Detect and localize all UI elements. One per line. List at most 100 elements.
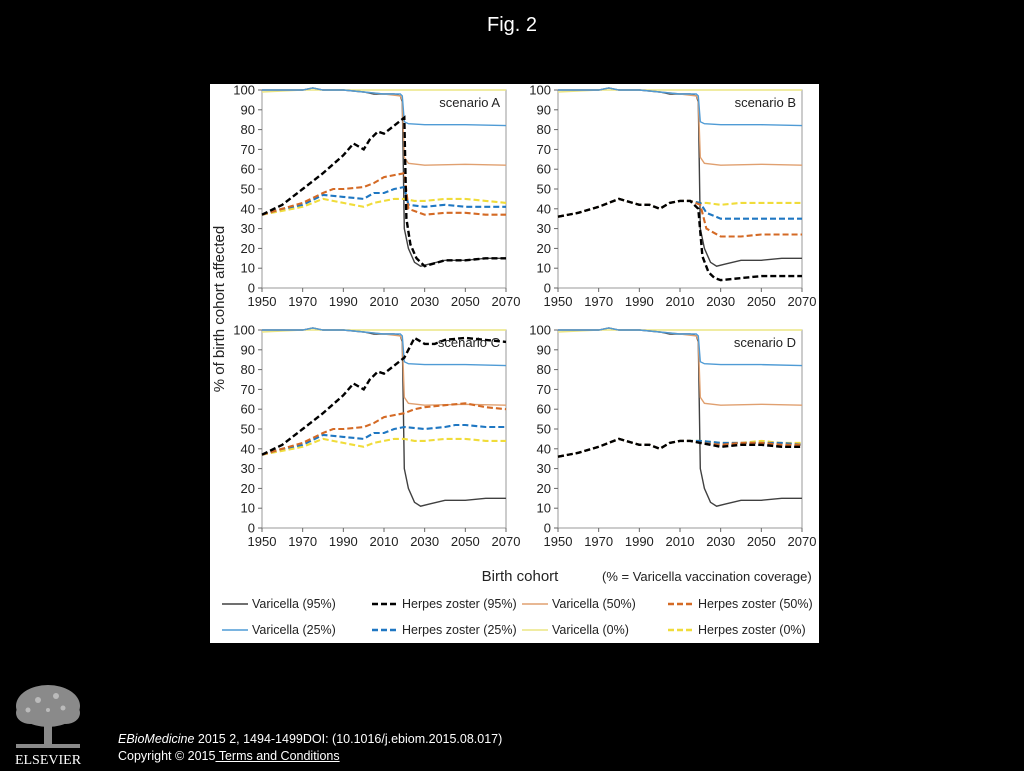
x-tick-label: 2030 [410, 294, 439, 309]
x-tick-label: 1990 [625, 534, 654, 549]
elsevier-logo: ELSEVIER [8, 680, 88, 768]
copyright-line: Copyright © 2015 Terms and Conditions [118, 748, 502, 765]
legend-label: Herpes zoster (0%) [698, 623, 806, 637]
y-tick-label: 20 [537, 241, 551, 256]
y-tick-label: 80 [241, 362, 255, 377]
legend-label: Varicella (95%) [252, 597, 336, 611]
series-hz95 [557, 197, 802, 282]
terms-link[interactable]: Terms and Conditions [215, 749, 340, 763]
series-v25 [262, 327, 507, 367]
panel-label: scenario C [438, 335, 500, 350]
x-tick-label: 2070 [788, 294, 817, 309]
y-tick-label: 50 [241, 422, 255, 437]
y-tick-label: 50 [537, 182, 551, 197]
series-hz95 [261, 336, 507, 456]
plot-area [261, 89, 507, 289]
y-tick-label: 40 [537, 441, 551, 456]
x-axis-label: Birth cohort [482, 568, 560, 585]
panel-2 [554, 87, 803, 292]
series-hz50 [261, 171, 506, 216]
panel-4 [554, 327, 803, 532]
x-tick-label: 1950 [544, 534, 573, 549]
x-tick-label: 1950 [248, 534, 277, 549]
panel-label: scenario A [439, 95, 500, 110]
y-tick-label: 60 [537, 162, 551, 177]
y-tick-label: 100 [529, 323, 551, 338]
y-tick-label: 70 [241, 142, 255, 157]
chart-svg: % of birth cohort affected 01020304050607… [211, 84, 817, 637]
series-hz0 [261, 437, 506, 456]
series-v25 [558, 87, 803, 127]
x-tick-label: 2050 [451, 534, 480, 549]
panel-3 [258, 327, 507, 532]
x-tick-label: 2070 [492, 294, 521, 309]
y-tick-label: 70 [241, 382, 255, 397]
x-tick-label: 1970 [288, 294, 317, 309]
y-tick-label: 40 [241, 441, 255, 456]
x-tick-label: 2050 [747, 534, 776, 549]
series-hz0 [261, 197, 507, 216]
y-axis-label: % of birth cohort affected [211, 226, 228, 393]
x-tick-label: 2010 [370, 294, 399, 309]
x-tick-label: 2050 [747, 294, 776, 309]
y-tick-label: 20 [537, 481, 551, 496]
x-tick-label: 1990 [329, 534, 358, 549]
x-tick-label: 1970 [288, 534, 317, 549]
y-tick-label: 20 [241, 481, 255, 496]
y-tick-label: 60 [241, 402, 255, 417]
y-tick-label: 10 [241, 261, 255, 276]
y-tick-label: 0 [544, 521, 551, 536]
journal-name: EBioMedicine [118, 732, 195, 746]
panel-1 [258, 87, 507, 292]
x-tick-label: 1970 [584, 294, 613, 309]
x-tick-label: 2030 [706, 294, 735, 309]
series-v25 [558, 327, 803, 367]
panel-label: scenario D [734, 335, 796, 350]
citation-line: EBioMedicine 2015 2, 1494-1499DOI: (10.1… [118, 731, 502, 748]
y-tick-label: 100 [233, 323, 255, 338]
x-tick-label: 2070 [788, 534, 817, 549]
plot-area [557, 329, 803, 529]
x-tick-label: 2030 [410, 534, 439, 549]
y-tick-label: 40 [537, 201, 551, 216]
y-tick-label: 70 [537, 382, 551, 397]
citation-block: EBioMedicine 2015 2, 1494-1499DOI: (10.1… [118, 731, 502, 765]
x-tick-label: 1970 [584, 534, 613, 549]
legend-label: Herpes zoster (25%) [402, 623, 517, 637]
y-tick-label: 0 [248, 281, 255, 296]
figure-title: Fig. 2 [486, 14, 538, 36]
x-tick-label: 2070 [492, 534, 521, 549]
x-tick-label: 2030 [706, 534, 735, 549]
y-tick-label: 30 [537, 461, 551, 476]
plot-area [557, 89, 803, 289]
y-tick-label: 50 [537, 422, 551, 437]
y-tick-label: 30 [241, 221, 255, 236]
y-tick-label: 20 [241, 241, 255, 256]
x-tick-label: 2010 [370, 534, 399, 549]
tree-icon: ELSEVIER [15, 685, 82, 768]
y-tick-label: 60 [537, 402, 551, 417]
y-tick-label: 60 [241, 162, 255, 177]
legend-label: Varicella (0%) [552, 623, 629, 637]
y-tick-label: 80 [537, 362, 551, 377]
y-tick-label: 30 [241, 461, 255, 476]
y-tick-label: 90 [537, 342, 551, 357]
y-tick-label: 50 [241, 182, 255, 197]
y-tick-label: 70 [537, 142, 551, 157]
panel-label: scenario B [735, 95, 796, 110]
plot-area [261, 329, 507, 529]
y-tick-label: 100 [529, 84, 551, 98]
series-hz50 [261, 402, 507, 456]
y-tick-label: 90 [537, 102, 551, 117]
x-tick-label: 2010 [666, 294, 695, 309]
y-tick-label: 40 [241, 201, 255, 216]
series-v25 [262, 87, 507, 127]
y-tick-label: 10 [241, 501, 255, 516]
x-tick-label: 2010 [666, 534, 695, 549]
x-tick-label: 1950 [248, 294, 277, 309]
y-tick-label: 90 [241, 342, 255, 357]
y-tick-label: 80 [537, 122, 551, 137]
figure-panel: % of birth cohort affected 0 10 20 30 40 50 60 7… [210, 84, 819, 643]
y-tick-label: 10 [537, 261, 551, 276]
y-tick-label: 80 [241, 122, 255, 137]
